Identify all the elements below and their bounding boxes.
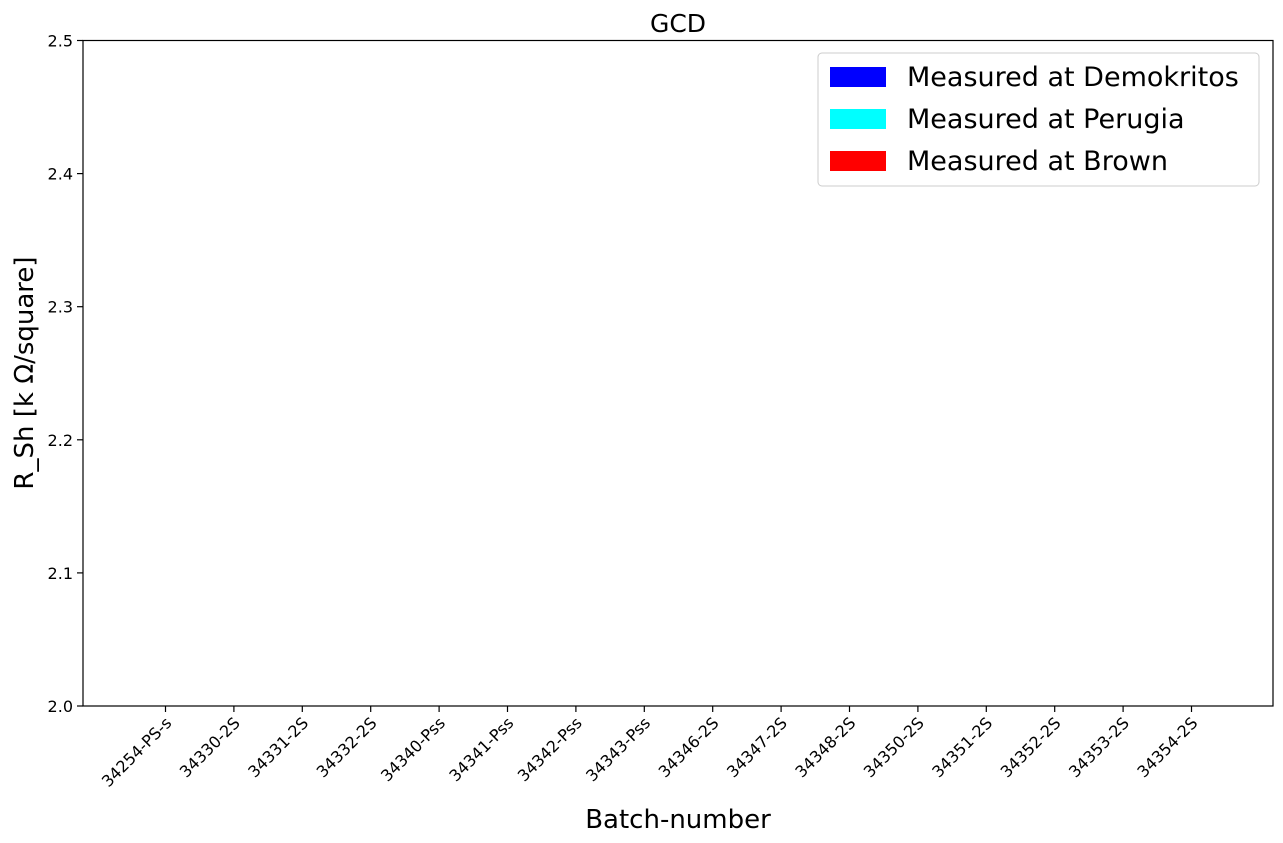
y-tick-label: 2.1 bbox=[48, 564, 73, 583]
y-axis-label: R_Sh [k Ω/square] bbox=[10, 256, 40, 489]
chart-title: GCD bbox=[650, 9, 706, 38]
y-tick-label: 2.3 bbox=[48, 298, 73, 317]
legend-label: Measured at Perugia bbox=[907, 104, 1185, 135]
legend-label: Measured at Demokritos bbox=[907, 62, 1239, 93]
legend: Measured at Demokritos Measured at Perugi… bbox=[817, 52, 1260, 187]
legend-swatch bbox=[830, 109, 886, 129]
y-axis-ticks: 2.0 2.1 2.2 2.3 2.4 2.5 bbox=[48, 32, 83, 716]
legend-swatch bbox=[830, 151, 886, 171]
y-tick-label: 2.2 bbox=[48, 431, 73, 450]
y-tick-label: 2.0 bbox=[48, 697, 73, 716]
legend-label: Measured at Brown bbox=[907, 146, 1168, 177]
legend-swatch bbox=[830, 67, 886, 87]
legend-box bbox=[817, 52, 1260, 187]
y-tick-label: 2.5 bbox=[48, 32, 73, 51]
x-axis-label: Batch-number bbox=[585, 805, 771, 835]
y-tick-label: 2.4 bbox=[48, 165, 73, 184]
